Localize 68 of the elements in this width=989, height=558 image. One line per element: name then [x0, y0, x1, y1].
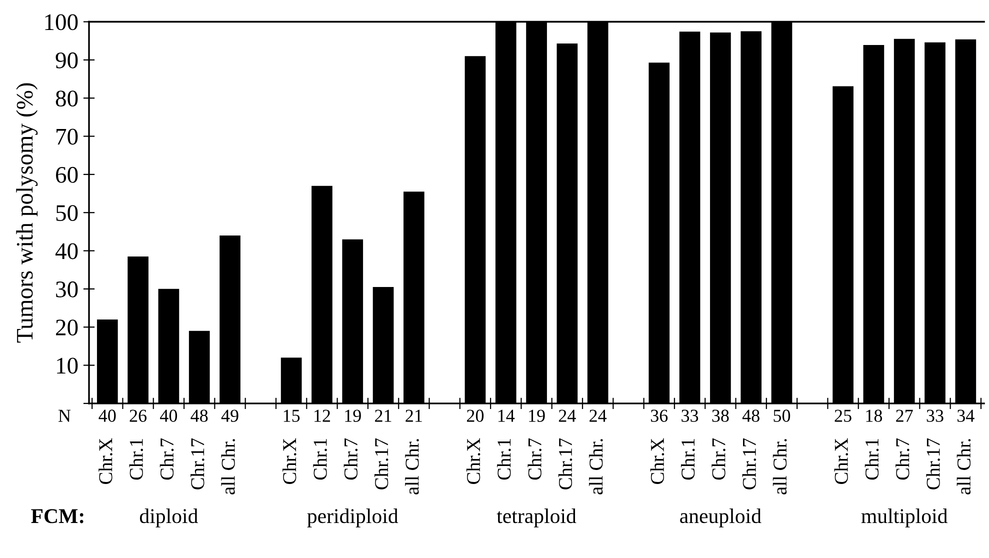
x-tick-label: Chr.17: [742, 438, 756, 490]
y-tick-label: 100: [45, 14, 78, 30]
x-tick-label: all Chr.: [956, 439, 971, 494]
text: tetraploid: [496, 508, 576, 528]
x-tick-label: Chr.7: [344, 438, 358, 480]
y-tick-label: 90: [56, 52, 78, 68]
text: 19: [345, 410, 361, 422]
text: 49: [221, 410, 238, 422]
x-tick-label: Chr.X: [466, 438, 480, 484]
y-tick-label: 10: [57, 358, 78, 374]
y-tick-label: 80: [56, 90, 78, 107]
x-tick-label: all Chr.: [589, 439, 603, 494]
x-tick-label: Chr.X: [650, 438, 664, 484]
text: 48: [190, 410, 208, 422]
text: 21: [406, 410, 422, 422]
x-tick-label: Chr.7: [712, 438, 726, 480]
text: 14: [498, 410, 515, 422]
text: 12: [314, 410, 330, 422]
text: peridiploid: [307, 508, 398, 528]
x-tick-label: Chr.7: [160, 438, 174, 480]
x-tick-label: Chr.1: [497, 438, 511, 480]
text: N: [58, 410, 71, 422]
text: 15: [284, 410, 300, 422]
x-tick-label: Chr.17: [190, 438, 204, 490]
text: 19: [529, 410, 545, 422]
y-tick-label: 40: [55, 243, 78, 260]
y-tick-label: 50: [56, 205, 78, 222]
y-tick-label: 30: [56, 281, 78, 298]
text: 21: [375, 410, 392, 422]
text: 20: [466, 410, 484, 422]
x-tick-label: all Chr.: [405, 439, 419, 494]
x-tick-label: Chr.1: [680, 438, 695, 480]
y-tick-label: 60: [56, 166, 78, 183]
x-tick-label: Chr.7: [896, 438, 910, 480]
text: 38: [712, 410, 729, 422]
x-tick-label: all Chr.: [221, 439, 235, 494]
text: FCM:: [31, 509, 84, 524]
text: 27: [896, 410, 913, 422]
text: 33: [682, 410, 698, 422]
text: 24: [558, 410, 576, 422]
text: 36: [650, 410, 668, 422]
x-tick-label: Chr.17: [374, 438, 388, 490]
y-axis-title: Tumors with polysomy (%): [16, 83, 38, 343]
text: 40: [160, 410, 178, 422]
text: aneuploid: [680, 508, 762, 528]
x-tick-label: Chr.X: [98, 438, 112, 484]
x-tick-label: Chr.7: [528, 438, 542, 480]
text: 24: [590, 410, 607, 422]
text: 34: [958, 410, 974, 422]
x-tick-label: Chr.17: [558, 438, 572, 490]
text: 40: [98, 410, 116, 422]
text: 33: [926, 410, 944, 422]
text: 18: [866, 410, 882, 422]
x-tick-label: Chr.17: [926, 438, 940, 490]
text: diploid: [140, 508, 198, 528]
text: 48: [742, 410, 760, 422]
y-tick-label: 20: [56, 320, 78, 336]
x-tick-label: Chr.1: [129, 438, 144, 480]
x-tick-label: Chr.X: [282, 438, 296, 484]
text: multiploid: [861, 508, 948, 528]
x-tick-label: all Chr.: [772, 439, 787, 494]
x-tick-label: Chr.X: [834, 438, 848, 484]
y-tick-label: 70: [56, 128, 78, 145]
text: 50: [774, 410, 790, 422]
text: 26: [130, 410, 147, 422]
x-tick-label: Chr.1: [864, 438, 879, 480]
x-tick-label: Chr.1: [313, 438, 327, 480]
text: 25: [834, 410, 852, 422]
